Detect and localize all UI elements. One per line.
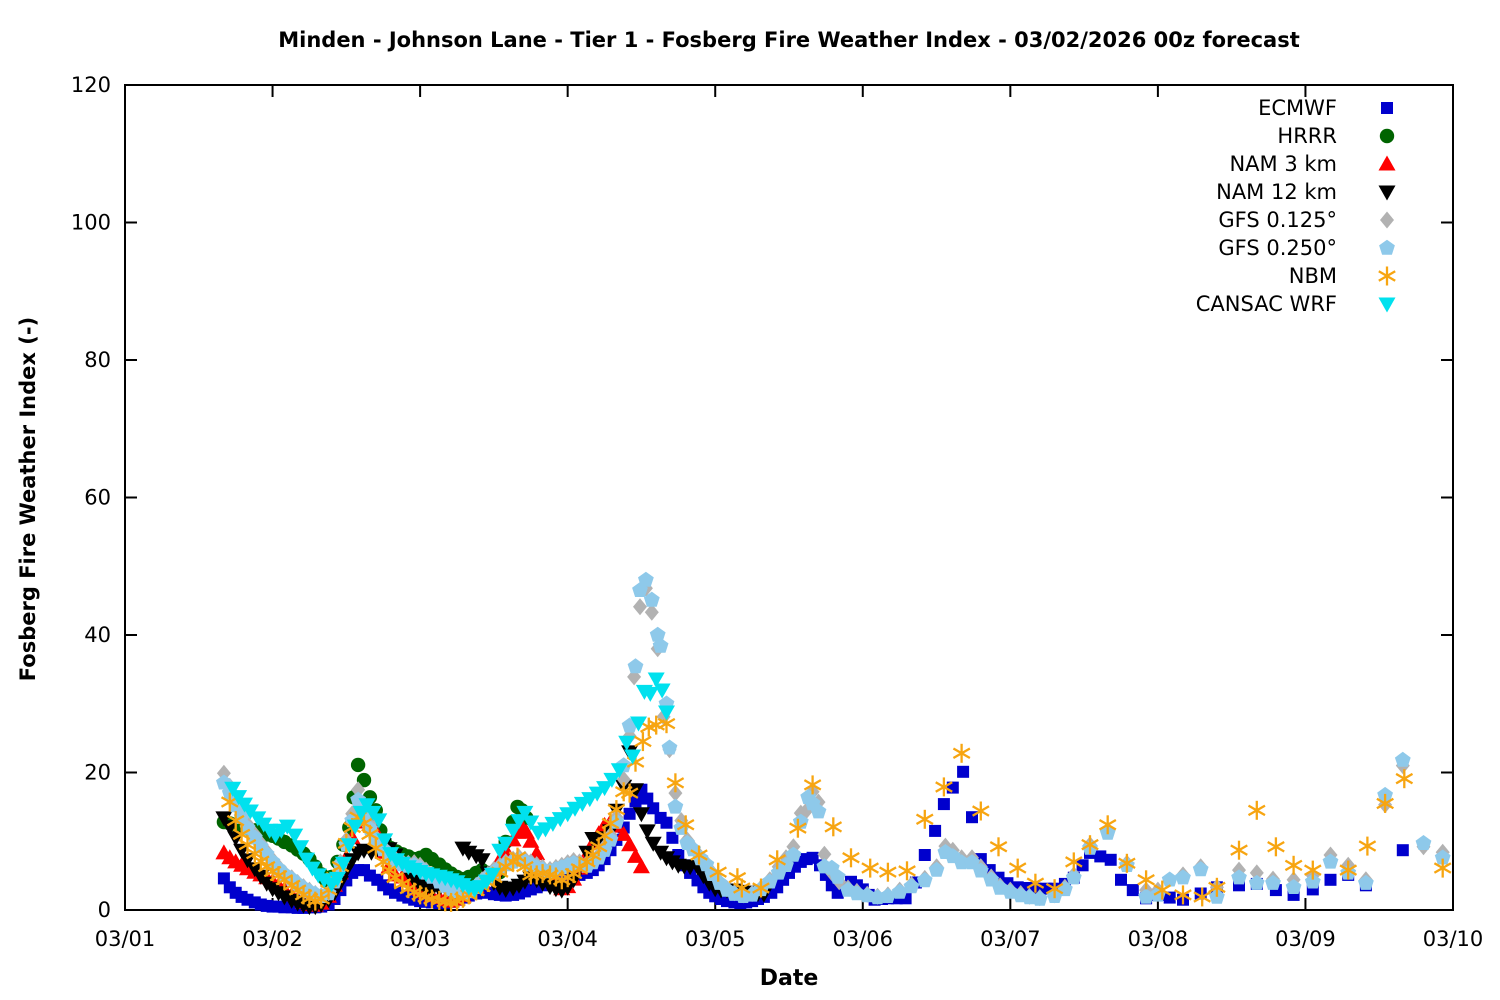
legend-label: HRRR xyxy=(1277,124,1337,148)
y-tick-label: 120 xyxy=(71,73,111,97)
x-tick-label: 03/07 xyxy=(980,927,1041,951)
x-tick-label: 03/06 xyxy=(833,927,894,951)
legend-item-ecmwf: ECMWF xyxy=(1258,96,1393,120)
plot-frame xyxy=(124,84,1454,911)
y-tick-label: 80 xyxy=(84,348,111,372)
legend-label: ECMWF xyxy=(1258,96,1337,120)
legend-label: GFS 0.125° xyxy=(1218,208,1337,232)
x-tick-label: 03/01 xyxy=(95,927,156,951)
legend-item-gfs-0-250: GFS 0.250° xyxy=(1218,236,1395,260)
legend-label: GFS 0.250° xyxy=(1218,236,1337,260)
y-tick-label: 60 xyxy=(84,486,111,510)
y-tick-label: 100 xyxy=(71,211,111,235)
legend-item-nam-3-km: NAM 3 km xyxy=(1229,152,1396,176)
y-tick-label: 20 xyxy=(84,761,111,785)
x-tick-label: 03/08 xyxy=(1128,927,1189,951)
y-tick-label: 0 xyxy=(98,898,111,922)
x-tick-label: 03/04 xyxy=(537,927,598,951)
legend-label: CANSAC WRF xyxy=(1196,292,1337,316)
legend-item-nbm: NBM xyxy=(1289,264,1396,288)
chart-title: Minden - Johnson Lane - Tier 1 - Fosberg… xyxy=(278,28,1300,52)
legend-item-gfs-0-125: GFS 0.125° xyxy=(1218,208,1394,232)
x-tick-label: 03/02 xyxy=(242,927,303,951)
x-axis-label: Date xyxy=(759,966,819,991)
legend-item-cansac-wrf: CANSAC WRF xyxy=(1196,292,1396,316)
x-tick-label: 03/03 xyxy=(390,927,451,951)
series-cansac-wrf xyxy=(224,672,675,898)
legend-label: NBM xyxy=(1289,264,1337,288)
legend-item-hrrr: HRRR xyxy=(1277,124,1395,148)
y-tick-label: 40 xyxy=(84,623,111,647)
legend-item-nam-12-km: NAM 12 km xyxy=(1216,180,1396,204)
legend-label: NAM 3 km xyxy=(1229,152,1337,176)
legend-label: NAM 12 km xyxy=(1216,180,1337,204)
x-tick-label: 03/09 xyxy=(1275,927,1336,951)
x-tick-label: 03/05 xyxy=(685,927,746,951)
x-tick-label: 03/10 xyxy=(1423,927,1484,951)
